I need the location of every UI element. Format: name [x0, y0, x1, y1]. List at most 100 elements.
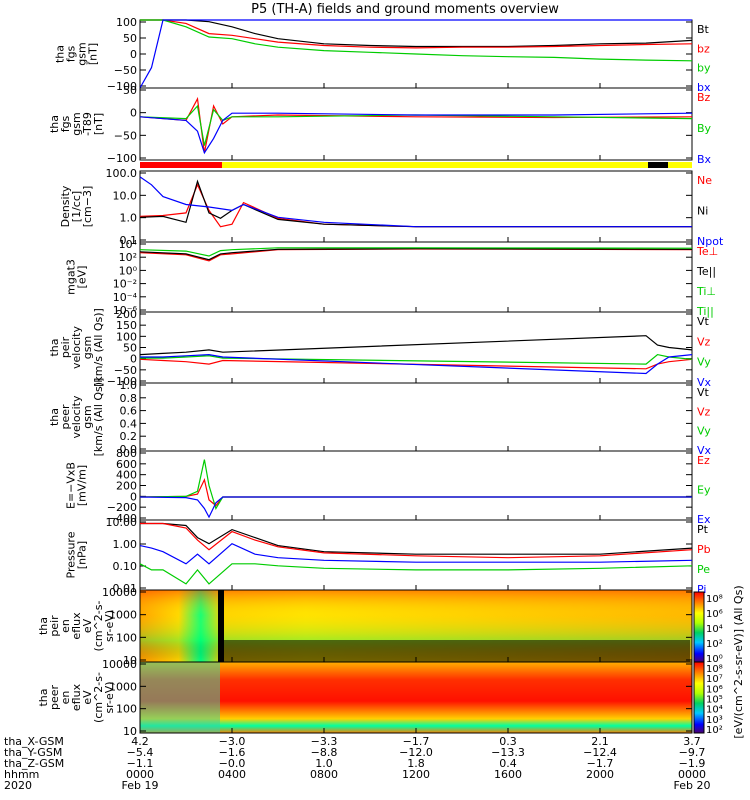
legend-bx: bx: [697, 81, 711, 94]
y-tick-label: 0.8: [120, 392, 138, 405]
y-axis-label-line: en: [59, 619, 72, 633]
x-date-label: Feb 19: [122, 779, 159, 792]
quality-flag-bar: [140, 162, 692, 168]
y-axis-label: thafgsgsm[nT]: [54, 42, 100, 65]
y-axis-label-line: tha: [54, 45, 67, 63]
legend-Pi: Pi: [697, 583, 706, 596]
x-tick-label: 0400: [218, 768, 246, 781]
y-axis-label-line: E=−VxB: [65, 462, 78, 509]
x-date-label: Feb 20: [674, 779, 711, 792]
y-axis-label-line: tha: [37, 688, 50, 706]
y-tick-label: 10⁻²: [113, 278, 137, 291]
spectrogram-peir-lowband: [220, 640, 690, 662]
panel-density: 100.0 10.0 1.0 0.1 Density[1/cc][cm−3] Ne Ni Np…: [59, 167, 724, 248]
colorbar-tick-label: 10²: [706, 639, 723, 650]
y-axis-label: E=−VxB[mV/m]: [65, 462, 89, 509]
series-Pb: [140, 522, 693, 559]
legend-Bz: Bz: [697, 91, 711, 104]
flag-yellow: [140, 162, 692, 168]
series-Npot: [139, 176, 692, 228]
y-tick-label: 50: [123, 32, 137, 45]
x-row-label: hhmm: [4, 768, 39, 781]
x-tick-label: 0800: [310, 768, 338, 781]
y-tick-label: 0.01: [113, 582, 138, 595]
series-by: [140, 19, 693, 62]
legend-By: By: [697, 122, 712, 135]
y-axis-label-line: eV: [81, 690, 94, 705]
y-tick-label: 0.6: [120, 405, 138, 418]
legend-Bt: Bt: [697, 23, 710, 36]
spectrogram-peer: [140, 662, 692, 733]
colorbar-label: [eV/(cm^2-s-sr-eV)] (All Qs): [732, 585, 745, 738]
y-axis-label: thapeirenefluxeV(cm^2-s-sr-eV): [37, 601, 116, 652]
series-Ne: [139, 183, 692, 228]
colorbar-tick-label: 10⁸: [706, 594, 723, 605]
series-Ez: [139, 477, 692, 507]
legend-bz: bz: [697, 42, 710, 55]
x-row-label: tha_Y-GSM: [4, 746, 62, 759]
series-bz: [140, 19, 693, 49]
x-tick-label: 0000: [678, 768, 706, 781]
legend-Ne: Ne: [697, 174, 712, 187]
y-axis-label-line: peir: [59, 336, 72, 358]
panel-frame: [139, 170, 693, 243]
x-tick-label: −0.0: [219, 757, 246, 770]
y-tick-label: 100.0: [106, 167, 138, 180]
spectrogram-peir-gap: [218, 590, 224, 662]
y-axis-label-line: fgs: [59, 115, 72, 132]
series-Bx: [139, 112, 693, 155]
y-tick-label: −100: [107, 152, 137, 165]
y-axis-label-line: (cm^2-s-: [92, 601, 105, 652]
y-axis-label-line: eflux: [70, 612, 83, 640]
x-tick-label: −8.8: [311, 746, 338, 759]
legend-Pe: Pe: [697, 563, 710, 576]
y-axis-label-line: [nT]: [92, 113, 105, 135]
y-axis-label-line: (cm^2-s-: [92, 672, 105, 723]
colorbar-peer: [693, 661, 705, 734]
y-tick-label: 0: [130, 107, 137, 120]
y-axis-label-line: eflux: [70, 683, 83, 711]
x-tick-label: −12.0: [399, 746, 433, 759]
y-tick-label: 100: [116, 330, 137, 343]
x-row-label: tha_Z-GSM: [4, 757, 64, 770]
legend-Te||: Te||: [696, 265, 716, 278]
legend-Vy: Vy: [697, 356, 711, 369]
panel-peer-velocity: 1.00.80.60.40.20.0 thapeervelocitygsm[km/…: [48, 378, 712, 457]
colorbar-tick-label: 10³: [706, 715, 723, 726]
y-tick-label: 10000: [102, 658, 137, 671]
legend-Pb: Pb: [697, 543, 711, 556]
panel-pressure: 10.00 1.00 0.10 0.01 Pressure[nPa] Pt Pb Pe Pi: [65, 516, 711, 596]
spectrogram-peer-early: [140, 662, 220, 733]
x-tick-label: −9.7: [679, 746, 706, 759]
y-tick-label: 0.2: [120, 430, 138, 443]
legend-Vx: Vx: [697, 444, 712, 457]
y-tick-label: −200: [107, 501, 137, 514]
series-By: [139, 104, 693, 146]
y-axis-label-line: velocity: [70, 395, 83, 438]
y-axis-label-line: [km/s (All Qs)]: [92, 308, 105, 387]
y-axis-label-line: sr-eV): [103, 610, 116, 642]
legend-by: by: [697, 62, 711, 75]
y-tick-label: 800: [116, 447, 137, 460]
series-Vy: [140, 353, 693, 365]
colorbar-tick-label: 10⁶: [706, 609, 723, 620]
y-tick-label: −100: [107, 375, 137, 388]
y-axis-label-line: [mV/m]: [76, 465, 89, 506]
y-tick-label: 10⁻⁶: [113, 304, 138, 317]
y-tick-label: −50: [114, 364, 137, 377]
x-tick-label: 2000: [586, 768, 614, 781]
y-axis-label-line: tha: [37, 617, 50, 635]
y-axis-label: Pressure[nPa]: [65, 531, 89, 578]
legend-Vx: Vx: [697, 376, 712, 389]
colorbar-tick-label: 10⁵: [706, 695, 723, 706]
series-Te||: [139, 248, 693, 261]
x-tick-label: 1.0: [315, 757, 333, 770]
y-tick-label: 100: [116, 703, 137, 716]
y-tick-label: 10⁻⁴: [113, 291, 138, 304]
series-Pt: [140, 522, 693, 555]
panel-fgs-gsm: 100 50 0 −50 −100 thafgsgsm[nT] Bt bz by bx: [54, 16, 711, 94]
panel-fgs-t89: 50 0 −50 −100 thafgsgsm-T89[nT] Bz By Bx: [48, 84, 712, 166]
y-tick-label: 0.10: [113, 560, 138, 573]
y-tick-label: 10⁴: [119, 238, 138, 251]
